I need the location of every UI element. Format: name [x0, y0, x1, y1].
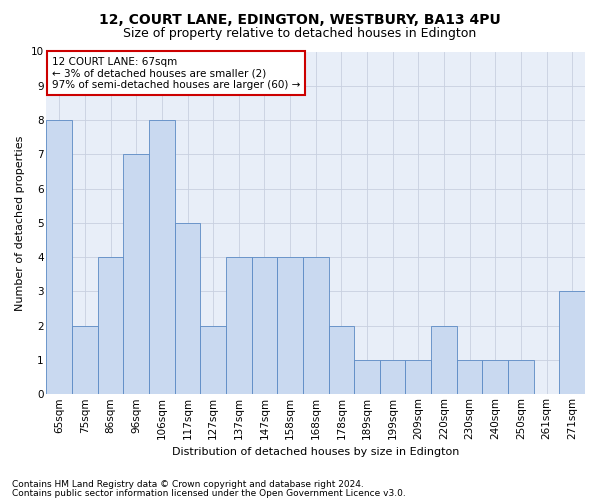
Bar — [98, 257, 124, 394]
Y-axis label: Number of detached properties: Number of detached properties — [15, 135, 25, 310]
Bar — [251, 257, 277, 394]
Bar — [175, 223, 200, 394]
Text: Contains public sector information licensed under the Open Government Licence v3: Contains public sector information licen… — [12, 488, 406, 498]
Bar — [482, 360, 508, 394]
Bar — [200, 326, 226, 394]
Text: Size of property relative to detached houses in Edington: Size of property relative to detached ho… — [124, 28, 476, 40]
Bar — [277, 257, 303, 394]
Bar — [226, 257, 251, 394]
Bar — [149, 120, 175, 394]
Bar — [457, 360, 482, 394]
Bar — [508, 360, 534, 394]
Text: Contains HM Land Registry data © Crown copyright and database right 2024.: Contains HM Land Registry data © Crown c… — [12, 480, 364, 489]
Bar — [303, 257, 329, 394]
Bar — [354, 360, 380, 394]
Bar — [124, 154, 149, 394]
Bar — [72, 326, 98, 394]
Bar — [431, 326, 457, 394]
Bar — [380, 360, 406, 394]
Text: 12 COURT LANE: 67sqm
← 3% of detached houses are smaller (2)
97% of semi-detache: 12 COURT LANE: 67sqm ← 3% of detached ho… — [52, 56, 300, 90]
Text: 12, COURT LANE, EDINGTON, WESTBURY, BA13 4PU: 12, COURT LANE, EDINGTON, WESTBURY, BA13… — [99, 12, 501, 26]
Bar — [46, 120, 72, 394]
Bar — [329, 326, 354, 394]
Bar — [559, 292, 585, 395]
X-axis label: Distribution of detached houses by size in Edington: Distribution of detached houses by size … — [172, 448, 460, 458]
Bar — [406, 360, 431, 394]
